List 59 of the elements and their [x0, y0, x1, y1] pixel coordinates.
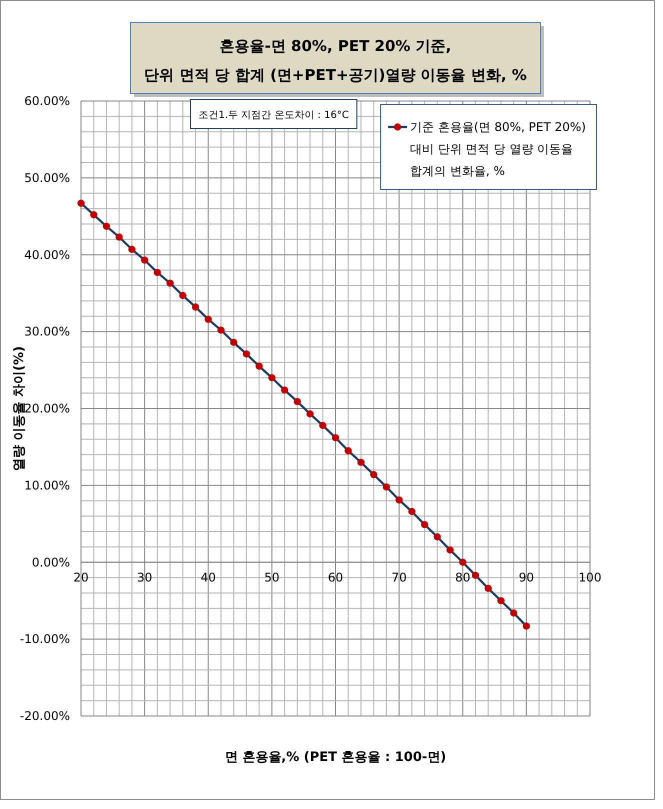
point — [281, 386, 288, 394]
point — [459, 558, 466, 566]
point — [294, 398, 301, 406]
y-tick-label: 50.00% — [24, 170, 70, 185]
x-tick-label: 90 — [518, 570, 534, 584]
point — [370, 471, 378, 478]
y-tick-label: 40.00% — [24, 248, 70, 262]
point — [242, 350, 250, 358]
x-tick-label: 60 — [328, 570, 344, 584]
point — [510, 609, 518, 617]
point — [344, 447, 352, 454]
x-tick-label: 40 — [200, 570, 216, 584]
point — [522, 622, 530, 630]
x-axis-title: 면 혼용율,% (PET 혼용율 : 100-면) — [224, 750, 446, 765]
point — [408, 508, 416, 516]
point — [434, 533, 441, 540]
y-tick-label: 0.00% — [32, 555, 70, 570]
point — [446, 546, 454, 554]
point — [192, 303, 200, 311]
x-tick-label: 20 — [73, 570, 89, 584]
point — [154, 268, 161, 276]
point — [179, 292, 186, 300]
point — [128, 246, 136, 253]
point — [141, 256, 148, 264]
y-tick-label: 20.00% — [24, 402, 70, 416]
point — [217, 326, 225, 334]
point — [396, 496, 403, 504]
point — [497, 597, 505, 604]
point — [306, 410, 314, 418]
point — [268, 374, 276, 382]
y-tick-label: -10.00% — [20, 632, 70, 646]
point — [102, 222, 110, 230]
x-tick-label: 50 — [264, 570, 280, 584]
point — [204, 316, 212, 323]
y-tick-label: 30.00% — [24, 324, 70, 339]
x-tick-label: 70 — [391, 570, 407, 584]
point — [420, 520, 428, 528]
point — [472, 572, 480, 579]
point — [230, 338, 238, 346]
point — [116, 233, 123, 241]
point — [90, 211, 98, 218]
x-tick-label: 80 — [455, 570, 470, 584]
point — [77, 200, 85, 207]
y-tick-label: 60.00% — [24, 94, 70, 108]
point — [357, 458, 365, 466]
annotation: 조건1.두 지점간 온도차이 : 16°C — [198, 110, 349, 121]
chart-title: 혼용율-면 80%, PET 20% 기준, 단위 면적 당 합계 (면+PET+공기)열량 이동율 변화, % — [144, 37, 527, 84]
y-axis-title: 열량 이동율 차이(%) — [12, 346, 27, 471]
point — [319, 422, 326, 430]
x-tick-label: 30 — [136, 570, 152, 584]
y-tick-label: 10.00% — [24, 478, 70, 492]
legend-label: 기준 혼용율(면 80%, PET 20%) 대비 단위 면적 당 열량 이동율 합계의 변화율, % — [410, 120, 586, 178]
point — [256, 362, 263, 370]
point — [382, 483, 390, 491]
y-tick-label: -20.00% — [20, 709, 70, 723]
point — [332, 434, 340, 442]
x-tick-label: 100 — [578, 570, 602, 584]
point — [484, 584, 492, 592]
point — [166, 280, 174, 287]
